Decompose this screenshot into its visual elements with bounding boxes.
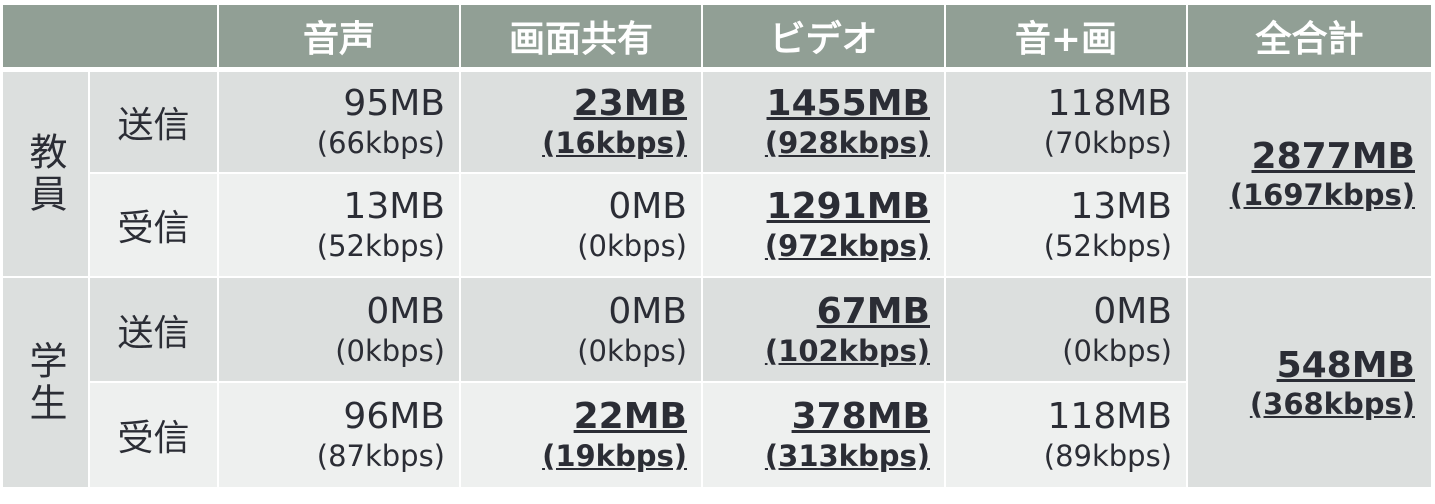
size-value: 13MB	[1070, 186, 1172, 227]
row-label: 受信	[90, 383, 217, 487]
bitrate-value: (52kbps)	[1043, 229, 1172, 263]
size-value: 1455MB	[766, 83, 930, 124]
data-cell: 67MB (102kbps)	[703, 278, 944, 381]
size-value: 13MB	[343, 186, 445, 227]
bitrate-value: (89kbps)	[1043, 439, 1172, 473]
column-header: 全合計	[1188, 5, 1431, 67]
total-bitrate: (368kbps)	[1249, 386, 1415, 421]
column-header: 画面共有	[461, 5, 701, 67]
bitrate-value: (313kbps)	[764, 439, 930, 473]
bitrate-value: (928kbps)	[764, 126, 930, 160]
header-corner	[3, 5, 217, 67]
bitrate-value: (52kbps)	[316, 229, 445, 263]
row-label: 送信	[90, 278, 217, 381]
data-cell: 22MB (19kbps)	[461, 383, 701, 487]
size-value: 0MB	[608, 186, 687, 227]
size-value: 23MB	[573, 83, 687, 124]
group-label: 学生	[3, 278, 88, 487]
size-value: 378MB	[791, 396, 930, 437]
data-cell: 1455MB (928kbps)	[703, 72, 944, 172]
size-value: 22MB	[573, 396, 687, 437]
bitrate-value: (19kbps)	[542, 439, 687, 473]
size-value: 0MB	[1093, 290, 1172, 332]
data-cell: 23MB (16kbps)	[461, 72, 701, 172]
total-bitrate: (1697kbps)	[1229, 178, 1415, 212]
column-header: ビデオ	[703, 5, 944, 67]
bitrate-value: (972kbps)	[764, 229, 930, 263]
bitrate-value: (0kbps)	[577, 333, 687, 368]
total-cell: 548MB (368kbps)	[1188, 278, 1431, 487]
data-cell: 95MB (66kbps)	[219, 72, 459, 172]
size-value: 1291MB	[766, 186, 930, 227]
data-cell: 118MB (70kbps)	[946, 72, 1186, 172]
bitrate-value: (87kbps)	[316, 439, 445, 473]
data-cell: 13MB (52kbps)	[219, 174, 459, 276]
size-value: 0MB	[608, 290, 687, 332]
data-cell: 13MB (52kbps)	[946, 174, 1186, 276]
bitrate-value: (70kbps)	[1043, 126, 1172, 160]
data-cell: 0MB (0kbps)	[461, 174, 701, 276]
data-cell: 378MB (313kbps)	[703, 383, 944, 487]
total-size: 2877MB	[1251, 136, 1415, 177]
column-header: 音+画	[946, 5, 1186, 67]
size-value: 95MB	[343, 83, 445, 124]
bitrate-value: (16kbps)	[542, 126, 687, 160]
bitrate-value: (102kbps)	[764, 333, 930, 368]
data-cell: 118MB (89kbps)	[946, 383, 1186, 487]
data-table: 音声 画面共有 ビデオ 音+画 全合計 教員 送信 95MB (66kbps) 23MB (16kb…	[3, 5, 1431, 487]
size-value: 118MB	[1047, 83, 1172, 124]
data-cell: 1291MB (972kbps)	[703, 174, 944, 276]
row-label: 受信	[90, 174, 217, 276]
size-value: 96MB	[343, 396, 445, 437]
size-value: 0MB	[366, 290, 445, 332]
row-label: 送信	[90, 72, 217, 172]
size-value: 118MB	[1047, 396, 1172, 437]
size-value: 67MB	[816, 290, 930, 332]
bitrate-value: (0kbps)	[1062, 333, 1172, 368]
total-size: 548MB	[1276, 344, 1415, 386]
column-header: 音声	[219, 5, 459, 67]
bitrate-value: (66kbps)	[316, 126, 445, 160]
data-cell: 0MB (0kbps)	[946, 278, 1186, 381]
data-cell: 0MB (0kbps)	[461, 278, 701, 381]
group-label: 教員	[3, 72, 88, 276]
bitrate-value: (0kbps)	[577, 229, 687, 263]
total-cell: 2877MB (1697kbps)	[1188, 72, 1431, 276]
bitrate-value: (0kbps)	[335, 333, 445, 368]
data-cell: 96MB (87kbps)	[219, 383, 459, 487]
data-cell: 0MB (0kbps)	[219, 278, 459, 381]
